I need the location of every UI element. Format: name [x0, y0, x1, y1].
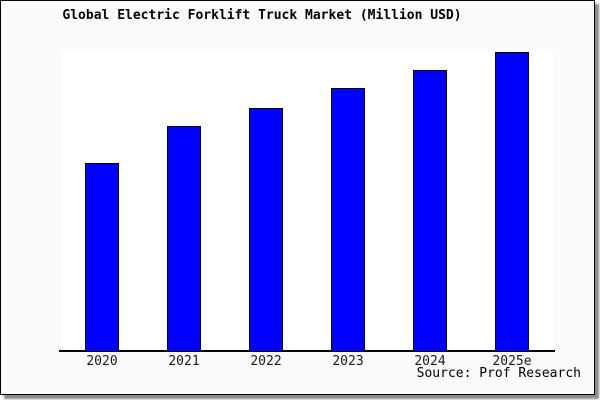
x-tick-label-2025e: 2025e — [492, 354, 532, 369]
bar-2020 — [85, 163, 119, 352]
bar-2025e — [495, 52, 529, 352]
x-tick-label-2024: 2024 — [414, 354, 446, 369]
plot-area — [59, 51, 555, 352]
x-tick-label-2022: 2022 — [250, 354, 282, 369]
bar-2024 — [413, 70, 447, 352]
source-credit: Source: Prof Research — [416, 366, 581, 381]
bar-2022 — [249, 108, 283, 352]
x-tick-label-2021: 2021 — [168, 354, 200, 369]
x-axis-line — [59, 350, 555, 352]
bar-2021 — [167, 126, 201, 352]
chart-title: Global Electric Forklift Truck Market (M… — [62, 8, 462, 23]
chart-figure: Global Electric Forklift Truck Market (M… — [0, 0, 595, 395]
x-tick-label-2023: 2023 — [332, 354, 364, 369]
x-tick-label-2020: 2020 — [86, 354, 118, 369]
bar-2023 — [331, 88, 365, 352]
